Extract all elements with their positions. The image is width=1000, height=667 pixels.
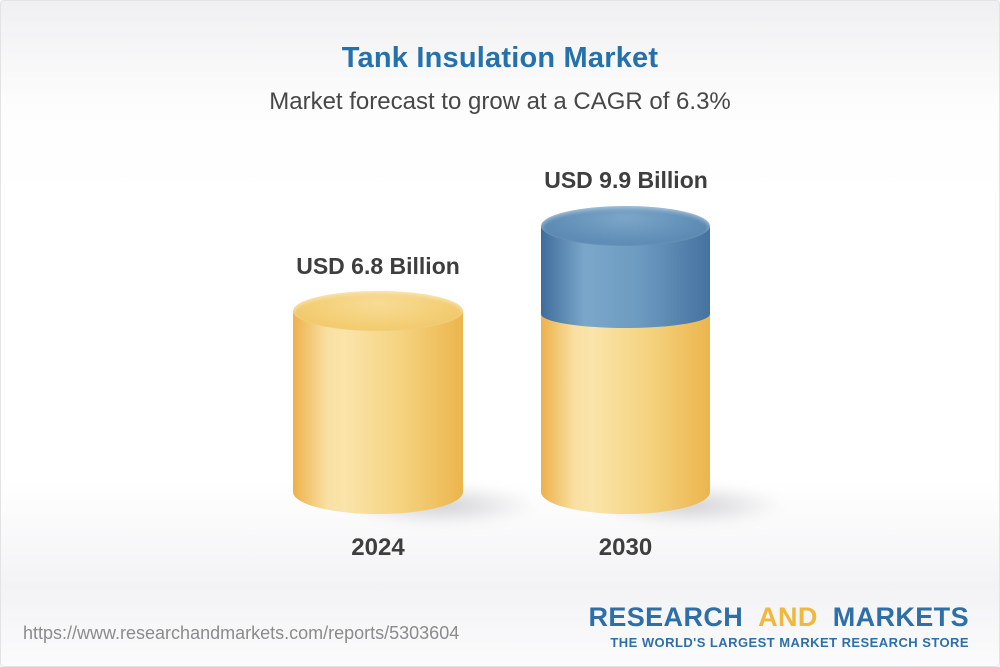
value-label-2030: USD 9.9 Billion [544,167,708,193]
logo-word-markets: MARKETS [832,602,969,632]
logo-tagline: THE WORLD'S LARGEST MARKET RESEARCH STOR… [610,635,969,650]
value-label-2024: USD 6.8 Billion [296,253,460,279]
page-title: Tank Insulation Market [341,42,659,74]
bar-2030-base-segment [541,314,710,514]
bar-2030-top-face [541,206,710,246]
category-label-2024: 2024 [351,534,405,561]
bar-2024-top-face [293,291,463,331]
logo-wordmark: RESEARCH AND MARKETS [588,604,969,631]
category-label-2030: 2030 [598,534,653,561]
report-url: https://www.researchandmarkets.com/repor… [23,623,460,643]
bar-2024 [293,291,541,527]
bar-2024-body [293,311,463,514]
bar-2030 [541,206,789,527]
logo-word-and: AND [758,602,818,632]
page-subtitle: Market forecast to grow at a CAGR of 6.3… [269,88,731,115]
logo-word-research: RESEARCH [588,602,744,632]
research-and-markets-logo: RESEARCH AND MARKETS THE WORLD'S LARGEST… [588,604,969,651]
